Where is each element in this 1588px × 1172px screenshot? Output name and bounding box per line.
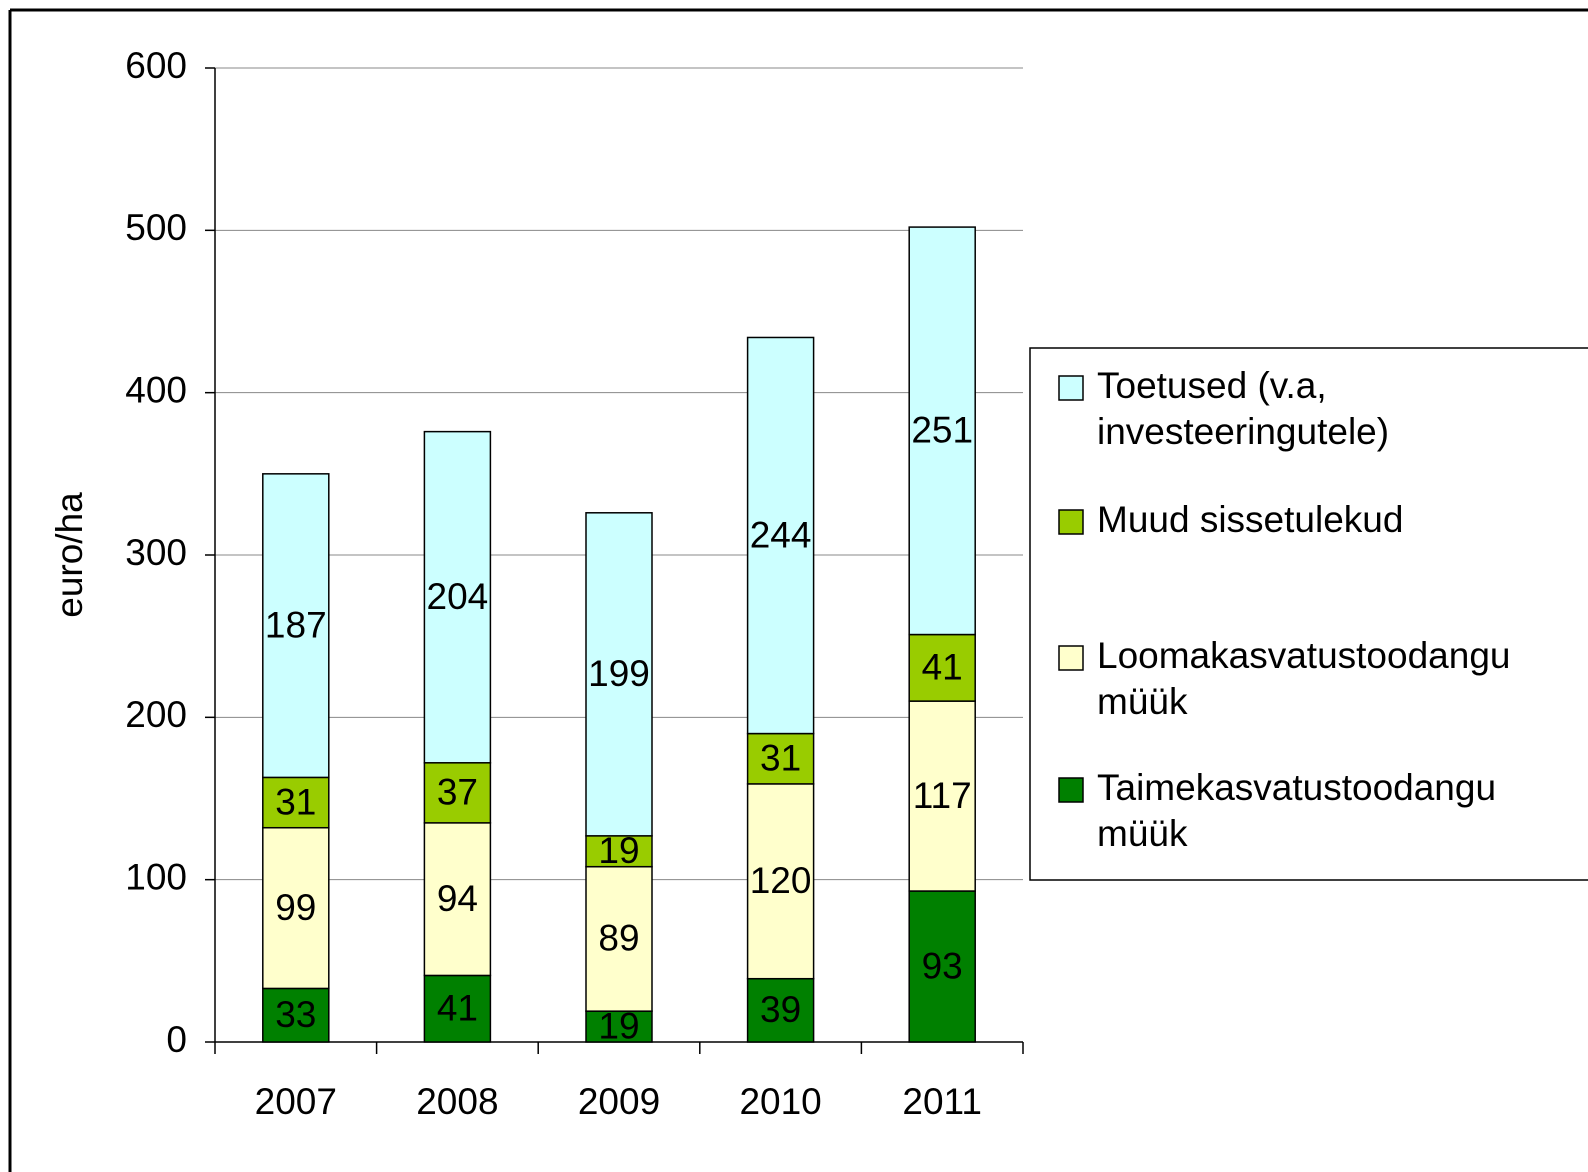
legend-swatch: [1058, 645, 1084, 671]
data-label: 94: [437, 878, 478, 919]
bar-segment: [908, 890, 976, 1043]
bar-segment: [262, 826, 330, 990]
bar-segment: [746, 977, 815, 1043]
data-label: 89: [598, 918, 639, 959]
x-tick-label: 2011: [902, 1081, 982, 1122]
bar-segment: [908, 633, 976, 702]
bar-segment: [585, 865, 653, 1012]
data-label: 199: [588, 653, 650, 694]
bar-segment: [585, 1010, 653, 1043]
legend-label: Muud sissetulekud: [1097, 499, 1403, 540]
legend-box: [1029, 347, 1588, 881]
bar-segment: [262, 473, 330, 779]
data-label: 244: [750, 514, 812, 555]
data-label: 187: [265, 604, 327, 645]
legend-label: Taimekasvatustoodangu müük: [1097, 767, 1496, 854]
data-label: 31: [760, 738, 801, 779]
data-label: 99: [275, 887, 316, 928]
y-tick-label: 100: [125, 856, 187, 897]
data-label: 41: [922, 647, 963, 688]
data-label: 204: [427, 576, 489, 617]
bar-segment: [908, 700, 976, 892]
y-tick-label: 400: [125, 369, 187, 410]
bar-segment: [262, 987, 330, 1043]
bar-segment: [746, 732, 815, 785]
bar-segment: [262, 776, 330, 829]
data-label: 33: [275, 994, 316, 1035]
bar-segment: [423, 430, 492, 764]
legend-swatch: [1058, 777, 1084, 803]
legend-label: Toetused (v.a, investeeringutele): [1097, 365, 1389, 452]
bar-segment: [908, 226, 976, 636]
legend-swatch: [1058, 375, 1084, 401]
y-tick-label: 0: [166, 1019, 187, 1060]
y-tick-label: 600: [125, 45, 187, 86]
y-tick-label: 300: [125, 532, 187, 573]
data-label: 93: [922, 945, 963, 986]
x-tick-label: 2010: [739, 1081, 821, 1122]
data-label: 39: [760, 989, 801, 1030]
bar-segment: [423, 762, 492, 824]
bar-segment: [423, 822, 492, 977]
bar-segment: [585, 835, 653, 868]
bar-segment: [746, 336, 815, 735]
data-label: 117: [913, 775, 972, 816]
data-label: 37: [437, 772, 478, 813]
legend-label: Loomakasvatustoodangu müük: [1097, 635, 1510, 722]
x-tick-label: 2009: [578, 1081, 660, 1122]
legend-swatch: [1058, 509, 1084, 535]
x-tick-label: 2008: [416, 1081, 498, 1122]
x-tick-label: 2007: [255, 1081, 337, 1122]
y-axis-label: euro/ha: [49, 492, 90, 618]
bar-segment: [585, 512, 653, 837]
data-label: 120: [750, 860, 812, 901]
data-label: 41: [437, 988, 478, 1029]
y-tick-label: 500: [125, 207, 187, 248]
data-label: 19: [598, 1005, 639, 1046]
bar-segment: [746, 783, 815, 980]
bar-segment: [423, 974, 492, 1043]
data-label: 31: [275, 781, 316, 822]
data-label: 19: [598, 830, 639, 871]
y-tick-label: 200: [125, 694, 187, 735]
data-label: 251: [911, 410, 973, 451]
